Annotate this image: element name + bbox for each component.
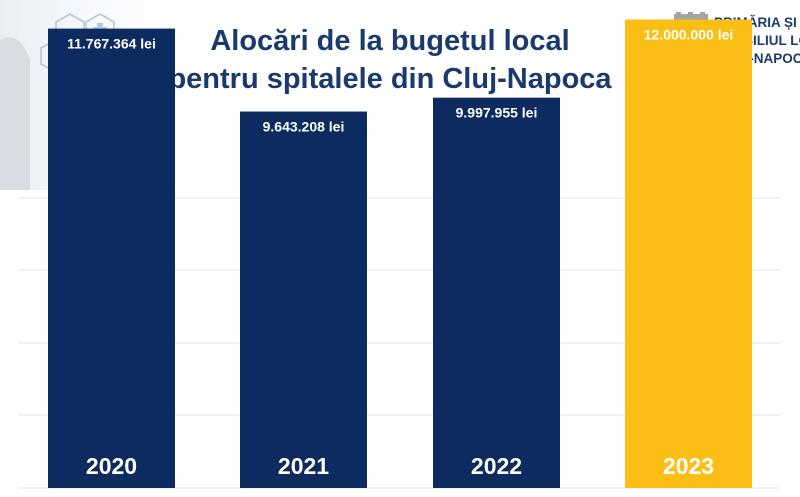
data-label-2021: 9.643.208 lei [263,119,345,135]
chart-title: Alocări de la bugetul local pentru spita… [150,22,630,98]
category-label-2023: 2023 [663,453,714,479]
chart-title-line1: Alocări de la bugetul local [210,25,570,57]
data-labels: 11.767.364 lei 9.643.208 lei 9.997.955 lei… [67,27,733,135]
data-label-2023: 12.000.000 lei [644,27,734,43]
category-label-2020: 2020 [86,453,137,479]
category-label-2022: 2022 [471,453,522,479]
bars [48,19,752,489]
bar-2020 [48,28,175,488]
bar-2022 [433,97,560,488]
bar-2023 [625,19,752,489]
chart-title-line2: pentru spitalele din Cluj-Napoca [168,63,612,95]
category-labels: 2020 2021 2022 2023 [86,453,714,479]
data-label-2022: 9.997.955 lei [456,105,538,121]
bar-2021 [240,111,367,488]
data-label-2020: 11.767.364 lei [67,36,156,52]
category-label-2021: 2021 [278,453,329,479]
